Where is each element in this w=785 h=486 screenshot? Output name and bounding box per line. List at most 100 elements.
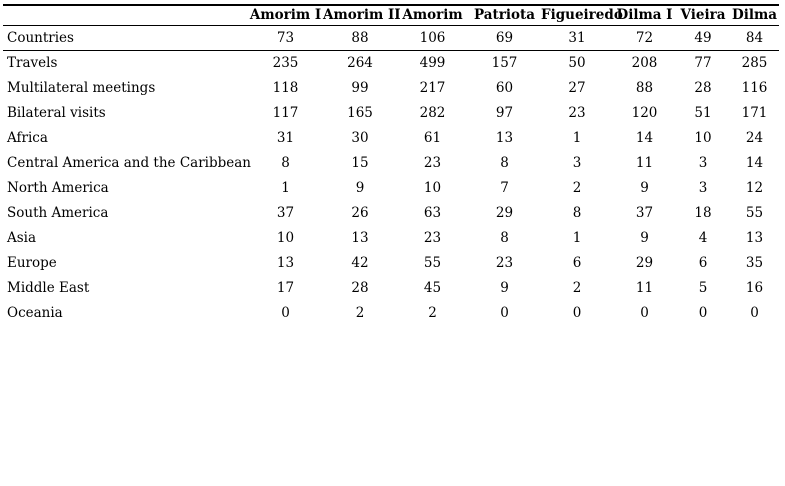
data-cell: 45 — [423, 279, 442, 296]
data-cell: 23 — [495, 254, 514, 271]
data-cell: 30 — [351, 129, 369, 146]
data-cell: 3 — [572, 154, 582, 171]
table-row: South America 37 26 63 29 8 37 18 55 — [3, 200, 779, 225]
data-cell: 29 — [495, 204, 514, 221]
data-cell: 88 — [635, 79, 654, 96]
data-cell: 12 — [745, 179, 764, 196]
data-cell: 50 — [568, 54, 586, 71]
data-cell: 63 — [423, 204, 442, 221]
table-row: Africa 31 30 61 13 1 14 10 24 — [3, 125, 779, 150]
data-cell: 3 — [698, 179, 708, 196]
data-cell: 13 — [495, 129, 514, 146]
data-cell: 69 — [468, 25, 541, 51]
data-cell: 8 — [281, 154, 290, 171]
data-cell: 5 — [698, 279, 708, 296]
data-cell: 16 — [745, 279, 764, 296]
data-cell: 157 — [491, 54, 518, 71]
data-cell: 35 — [745, 254, 764, 271]
data-cell: 60 — [495, 79, 514, 96]
data-cell: 27 — [568, 79, 586, 96]
data-cell: 11 — [635, 279, 654, 296]
row-label: Countries — [3, 25, 248, 51]
data-cell: 208 — [631, 54, 658, 71]
row-label: Oceania — [7, 304, 63, 321]
data-cell: 13 — [351, 229, 369, 246]
data-cell: 28 — [694, 79, 712, 96]
data-cell: 0 — [698, 304, 708, 321]
data-cell: 18 — [694, 204, 712, 221]
table-row: Multilateral meetings 118 99 217 60 27 88 28 116 — [3, 75, 779, 100]
row-label: Asia — [7, 229, 37, 246]
data-cell: 29 — [635, 254, 654, 271]
data-cell: 13 — [276, 254, 295, 271]
data-cell: 14 — [635, 129, 654, 146]
data-cell: 9 — [355, 179, 365, 196]
data-cell: 42 — [351, 254, 369, 271]
data-cell: 24 — [745, 129, 764, 146]
data-cell: 0 — [500, 304, 509, 321]
data-cell: 31 — [541, 25, 613, 51]
data-cell: 0 — [572, 304, 582, 321]
data-cell: 106 — [397, 25, 468, 51]
data-cell: 14 — [745, 154, 764, 171]
data-cell: 37 — [276, 204, 295, 221]
row-label: Africa — [7, 129, 48, 146]
data-cell: 9 — [640, 229, 649, 246]
data-cell: 17 — [276, 279, 295, 296]
data-cell: 2 — [355, 304, 365, 321]
column-header-dilma-1: Dilma I — [613, 5, 676, 26]
travels-table: Amorim I Amorim II Amorim Patriota Figue… — [3, 4, 779, 325]
data-cell: 1 — [572, 129, 582, 146]
data-cell: 49 — [676, 25, 730, 51]
data-cell: 120 — [631, 104, 658, 121]
data-cell: 55 — [745, 204, 764, 221]
data-cell: 23 — [423, 154, 442, 171]
data-cell: 171 — [741, 104, 768, 121]
column-header-patriota: Patriota — [468, 5, 541, 26]
data-cell: 28 — [351, 279, 369, 296]
data-cell: 1 — [281, 179, 290, 196]
data-cell: 7 — [500, 179, 509, 196]
row-label: Travels — [7, 54, 58, 71]
data-cell: 117 — [272, 104, 299, 121]
row-label: Central America and the Caribbean — [7, 154, 252, 171]
data-cell: 0 — [750, 304, 759, 321]
data-cell: 31 — [276, 129, 295, 146]
row-label: South America — [7, 204, 109, 221]
data-cell: 6 — [572, 254, 582, 271]
data-cell: 26 — [351, 204, 369, 221]
table-row: Asia 10 13 23 8 1 9 4 13 — [3, 225, 779, 250]
data-cell: 2 — [572, 279, 582, 296]
row-label: Multilateral meetings — [7, 79, 156, 96]
data-cell: 3 — [698, 154, 708, 171]
data-cell: 15 — [351, 154, 369, 171]
data-cell: 84 — [730, 25, 779, 51]
data-cell: 13 — [745, 229, 764, 246]
column-header-amorim-1: Amorim I — [248, 5, 323, 26]
data-cell: 1 — [572, 229, 582, 246]
data-cell: 61 — [423, 129, 442, 146]
column-header-dilma: Dilma — [730, 5, 779, 26]
data-cell: 285 — [741, 54, 768, 71]
data-cell: 37 — [635, 204, 654, 221]
data-cell: 6 — [698, 254, 708, 271]
data-cell: 99 — [351, 79, 369, 96]
data-cell: 116 — [741, 79, 768, 96]
row-label: Bilateral visits — [7, 104, 106, 121]
row-label: Europe — [7, 254, 57, 271]
table-header-row: Amorim I Amorim II Amorim Patriota Figue… — [3, 5, 779, 26]
table-row: Middle East 17 28 45 9 2 11 5 16 — [3, 275, 779, 300]
data-cell: 72 — [613, 25, 676, 51]
data-cell: 73 — [248, 25, 323, 51]
data-cell: 23 — [423, 229, 442, 246]
column-header-amorim-2: Amorim II — [323, 5, 401, 26]
table-row: Bilateral visits 117 165 282 97 23 120 51 171 — [3, 100, 779, 125]
data-cell: 9 — [500, 279, 509, 296]
data-cell: 97 — [495, 104, 514, 121]
data-cell: 51 — [694, 104, 712, 121]
data-cell: 88 — [323, 25, 397, 51]
data-cell: 282 — [419, 104, 446, 121]
data-cell: 118 — [272, 79, 299, 96]
data-cell: 0 — [640, 304, 649, 321]
data-cell: 2 — [428, 304, 437, 321]
